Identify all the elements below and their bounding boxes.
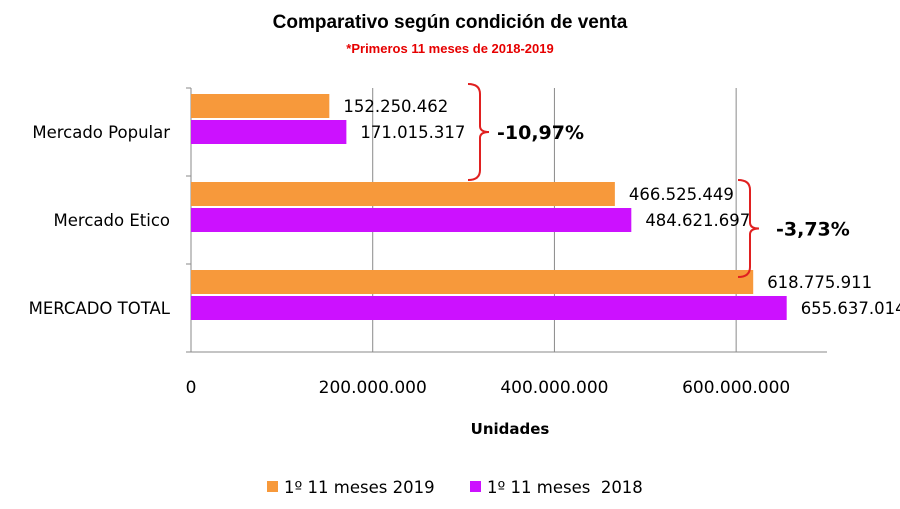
bar-0-1 bbox=[191, 182, 615, 206]
bar-1-2 bbox=[191, 296, 787, 320]
data-label-0-2: 618.775.911 bbox=[767, 273, 872, 292]
bar-0-0 bbox=[191, 94, 330, 118]
data-label-1-1: 484.621.697 bbox=[645, 211, 750, 230]
data-label-1-2: 655.637.014 bbox=[801, 299, 900, 318]
data-label-0-0: 152.250.462 bbox=[343, 97, 448, 116]
bar-1-0 bbox=[191, 120, 347, 144]
legend-swatch-1 bbox=[470, 481, 481, 492]
annotation-bracket-0 bbox=[467, 83, 490, 181]
bar-0-2 bbox=[191, 270, 754, 294]
data-label-1-0: 171.015.317 bbox=[360, 123, 465, 142]
annotation-text-1: -3,73% bbox=[776, 219, 850, 241]
category-label-2: MERCADO TOTAL bbox=[29, 299, 171, 318]
legend-swatch-0 bbox=[267, 481, 278, 492]
x-axis-title: Unidades bbox=[471, 420, 550, 438]
x-tick-label-3: 600.000.000 bbox=[682, 378, 790, 398]
chart-title: Comparativo según condición de venta bbox=[272, 12, 628, 33]
bar-1-1 bbox=[191, 208, 632, 232]
annotation-bracket-1 bbox=[737, 179, 760, 278]
category-label-0: Mercado Popular bbox=[32, 123, 170, 142]
legend-label-1: 1º 11 meses 2018 bbox=[487, 478, 643, 497]
category-label-1: Mercado Etico bbox=[54, 211, 170, 230]
chart-subtitle: *Primeros 11 meses de 2018-2019 bbox=[346, 41, 554, 56]
data-label-0-1: 466.525.449 bbox=[629, 185, 734, 204]
x-tick-label-2: 400.000.000 bbox=[500, 378, 608, 398]
annotation-text-0: -10,97% bbox=[497, 122, 584, 144]
x-tick-label-1: 200.000.000 bbox=[319, 378, 427, 398]
x-tick-label-0: 0 bbox=[186, 378, 197, 398]
legend-label-0: 1º 11 meses 2019 bbox=[284, 478, 435, 497]
